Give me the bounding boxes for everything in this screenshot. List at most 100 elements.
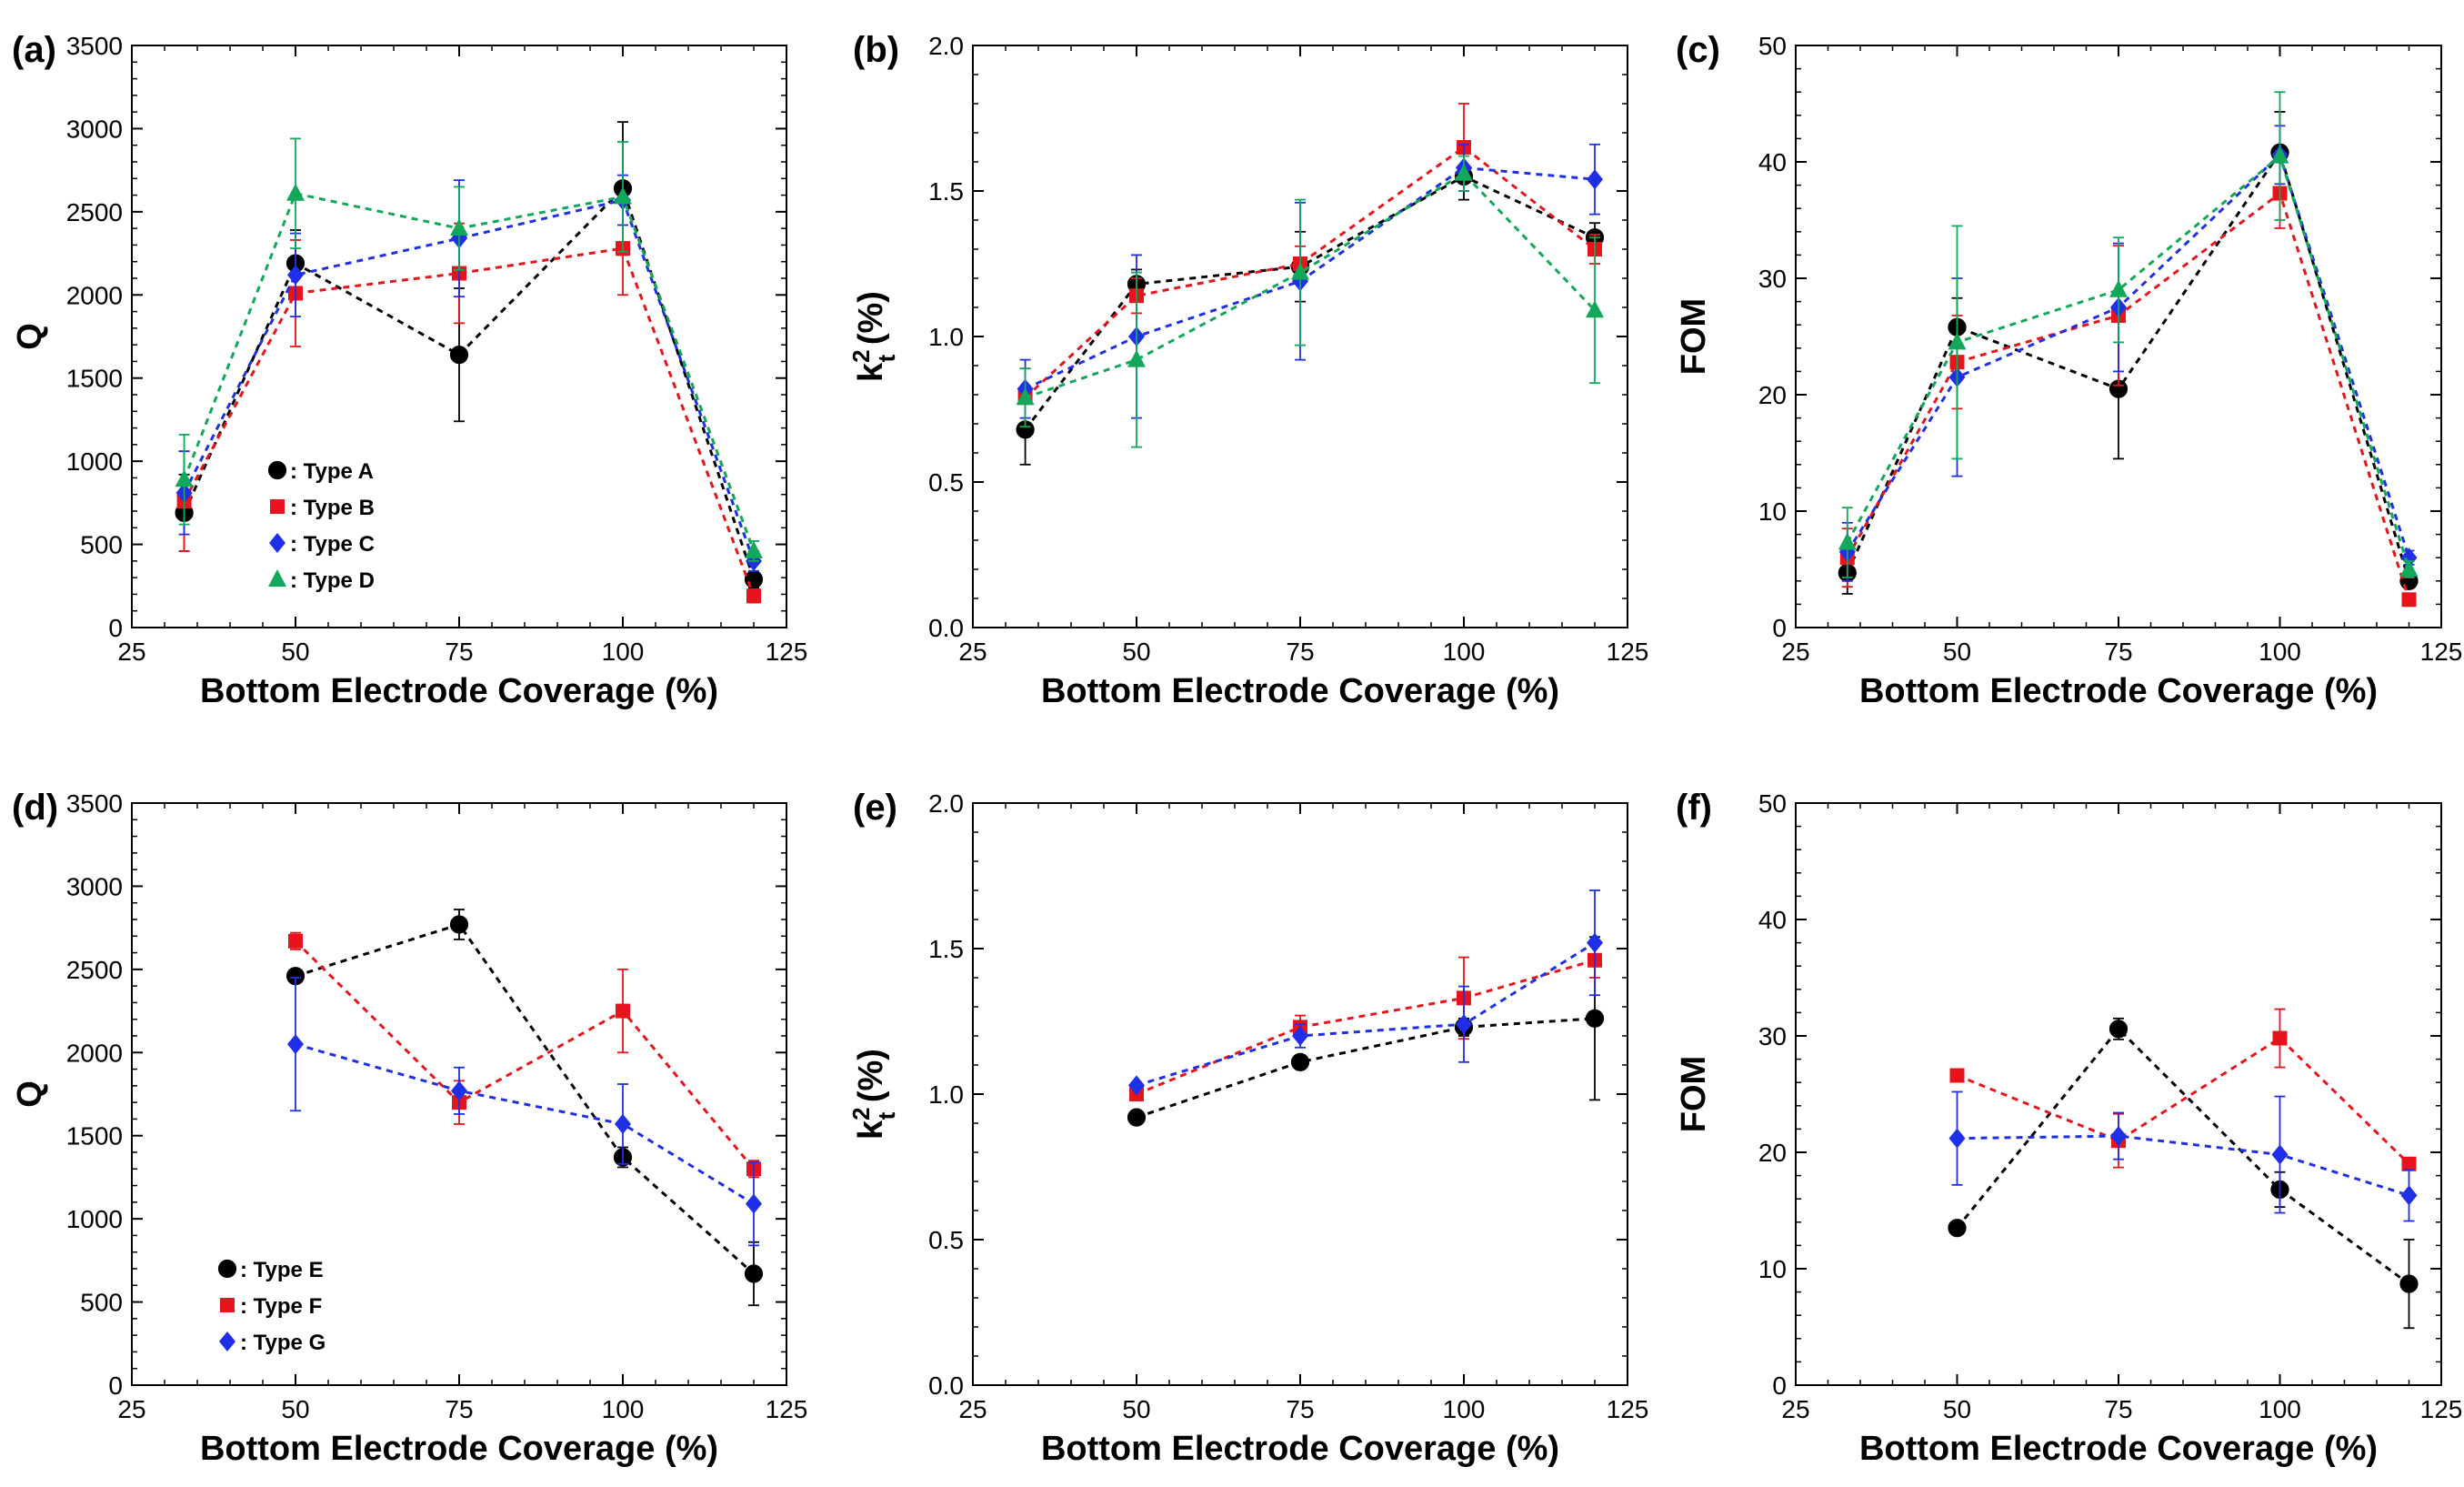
panel-a: 25 50 75 100 125 0 500 1000 1500 2000 2500 3000 3500… xyxy=(11,30,807,710)
x-tick-label: 75 xyxy=(2104,638,2132,666)
panel-letter: (d) xyxy=(12,788,58,828)
y-tick-label: 0.5 xyxy=(928,468,964,497)
y-axis-title-sup: 2 xyxy=(847,349,875,362)
x-tick-label: 75 xyxy=(1286,1395,1314,1423)
y-tick-label: 1.5 xyxy=(928,177,964,206)
legend: : Type E: Type F: Type G xyxy=(217,1258,326,1355)
y-tick-label: 1500 xyxy=(66,365,123,393)
data-point xyxy=(449,346,469,365)
y-tick-label: 3500 xyxy=(66,789,123,818)
legend-label-type-c: : Type C xyxy=(290,532,375,557)
x-tick-label: 125 xyxy=(1607,1395,1649,1423)
series-type-b xyxy=(1017,103,1602,428)
legend-marker xyxy=(270,499,285,514)
legend-label-type-f: : Type F xyxy=(240,1294,322,1319)
y-axis-title-unit: (%) xyxy=(852,291,890,355)
y-tick-label: 3500 xyxy=(66,32,123,60)
y-tick-label: 20 xyxy=(1758,1139,1787,1167)
series-type-e xyxy=(1948,1017,2419,1330)
series-type-e xyxy=(285,909,764,1307)
y-tick-label: 2.0 xyxy=(928,32,964,60)
y-axis-title: k2t (%) xyxy=(847,1049,900,1140)
panel-letter: (b) xyxy=(853,30,899,70)
series-type-c xyxy=(175,174,762,572)
data-point xyxy=(744,1264,764,1283)
y-axis-title: FOM xyxy=(1675,298,1713,375)
legend-marker xyxy=(217,1259,237,1279)
data-point xyxy=(1949,1068,1965,1083)
y-tick-label: 10 xyxy=(1758,1255,1787,1283)
panel-c: 25 50 75 100 125 0 10 20 30 40 50 Bottom Electrode … xyxy=(1675,30,2462,710)
x-tick-label: 25 xyxy=(958,638,987,666)
x-tick-label: 50 xyxy=(1943,1395,1971,1423)
series-line xyxy=(1846,149,2410,582)
data-point xyxy=(1948,1219,1967,1238)
x-tick-label: 100 xyxy=(2259,1395,2301,1423)
data-point xyxy=(746,1193,762,1214)
series-type-g xyxy=(1128,889,1603,1096)
x-axis-title: Bottom Electrode Coverage (%) xyxy=(1041,1430,1559,1468)
data-point xyxy=(2271,1144,2289,1165)
data-point xyxy=(287,265,304,286)
panel-letter: (c) xyxy=(1676,30,1720,70)
data-point xyxy=(1290,1052,1310,1071)
y-axis-title: k2t (%) xyxy=(847,291,900,382)
y-tick-label: 0 xyxy=(1772,614,1787,642)
y-tick-label: 40 xyxy=(1758,148,1787,176)
series-type-b xyxy=(1839,157,2417,608)
series-line xyxy=(1136,959,1596,1096)
x-tick-label: 25 xyxy=(958,1395,987,1423)
panel-e: 25 50 75 100 125 0.0 0.5 1.0 1.5 2.0 Bottom Electr… xyxy=(847,788,1648,1468)
data-point xyxy=(2108,1020,2128,1039)
x-tick-label: 50 xyxy=(281,638,309,666)
series-line xyxy=(294,939,756,1171)
x-tick-label: 125 xyxy=(1607,638,1649,666)
x-tick-label: 75 xyxy=(445,638,473,666)
data-point xyxy=(450,218,468,236)
y-tick-label: 0.5 xyxy=(928,1226,964,1254)
x-tick-label: 100 xyxy=(602,638,645,666)
data-point xyxy=(1016,387,1035,406)
data-point xyxy=(2400,1185,2418,1206)
series-line xyxy=(295,1042,755,1205)
panel-letter: (a) xyxy=(12,30,56,70)
x-tick-label: 25 xyxy=(117,638,145,666)
x-tick-label: 100 xyxy=(602,1395,645,1423)
y-tick-label: 1000 xyxy=(66,1205,123,1233)
data-point xyxy=(745,540,763,558)
series-line xyxy=(1956,1036,2410,1165)
y-axis-title: Q xyxy=(11,323,49,350)
y-tick-label: 0 xyxy=(1772,1371,1787,1400)
data-point xyxy=(1128,1075,1145,1096)
y-tick-label: 50 xyxy=(1758,789,1787,818)
legend-marker xyxy=(219,1331,235,1351)
y-axis-title-main: k xyxy=(852,362,890,382)
data-point xyxy=(1948,332,1967,350)
x-axis-title: Bottom Electrode Coverage (%) xyxy=(1859,672,2378,710)
series-type-g xyxy=(287,977,762,1247)
y-tick-label: 1500 xyxy=(66,1122,123,1150)
series-line xyxy=(1024,166,1596,390)
x-tick-label: 75 xyxy=(2104,1395,2132,1423)
y-tick-label: 1.5 xyxy=(928,935,964,963)
y-axis-title-sub: t xyxy=(873,354,900,362)
y-tick-label: 2000 xyxy=(66,281,123,309)
series-type-d xyxy=(1016,155,1604,448)
y-tick-label: 2500 xyxy=(66,198,123,226)
legend-marker xyxy=(267,460,287,480)
y-tick-label: 500 xyxy=(80,1289,123,1317)
x-tick-label: 100 xyxy=(1443,1395,1486,1423)
series-line xyxy=(1024,146,1596,399)
data-point xyxy=(286,183,305,201)
data-point xyxy=(614,186,632,205)
data-point xyxy=(1292,1026,1308,1046)
x-tick-label: 75 xyxy=(1286,638,1314,666)
y-axis-title: Q xyxy=(11,1080,49,1108)
legend: : Type A: Type B: Type C: Type D xyxy=(267,459,375,593)
y-tick-label: 0.0 xyxy=(928,614,964,642)
y-tick-label: 0.0 xyxy=(928,1371,964,1400)
x-tick-label: 75 xyxy=(445,1395,473,1423)
y-tick-label: 500 xyxy=(80,531,123,559)
data-point xyxy=(1585,1009,1605,1028)
